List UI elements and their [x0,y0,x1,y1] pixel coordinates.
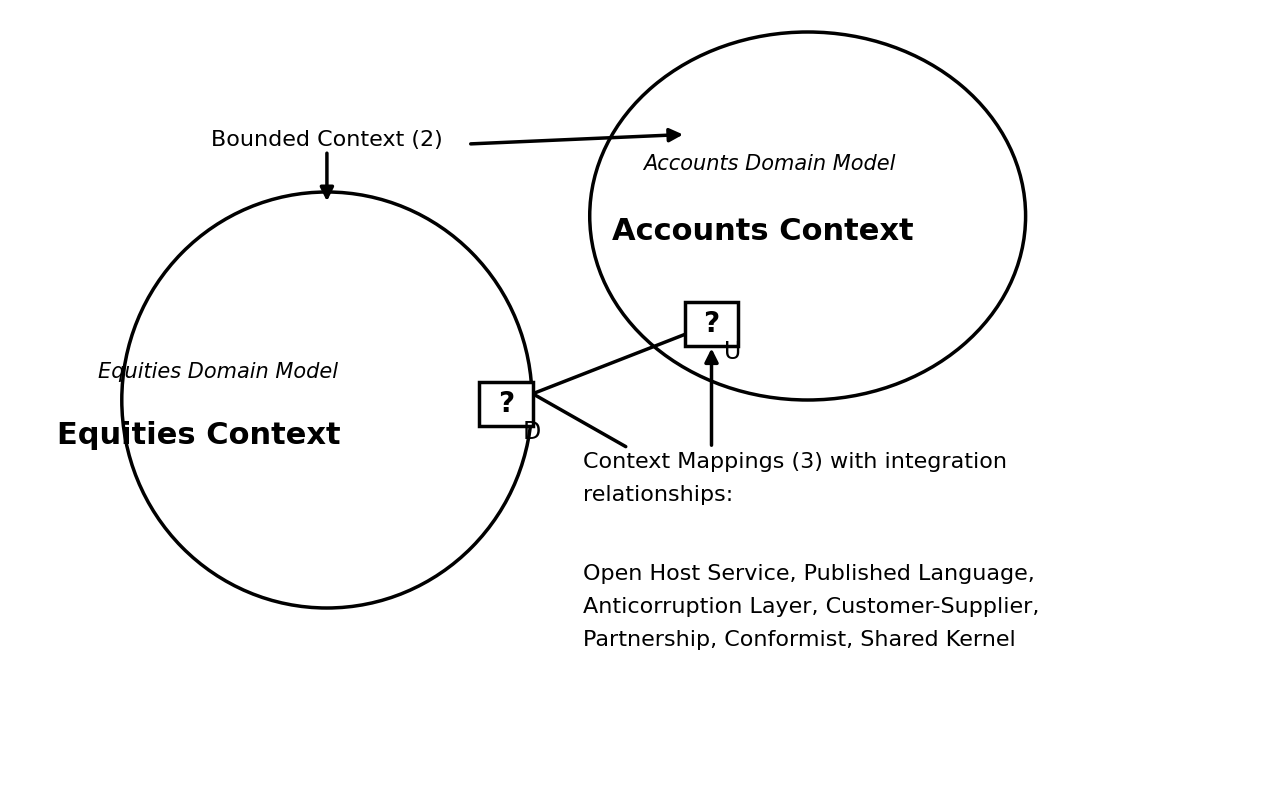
Text: U: U [724,340,741,364]
Text: Accounts Context: Accounts Context [612,218,914,246]
Text: D: D [523,420,541,444]
Text: Open Host Service, Published Language,
Anticorruption Layer, Customer-Supplier,
: Open Host Service, Published Language, A… [583,564,1040,650]
Text: Context Mappings (3) with integration
relationships:: Context Mappings (3) with integration re… [583,452,1008,505]
Text: Bounded Context (2): Bounded Context (2) [212,130,442,150]
FancyBboxPatch shape [479,382,533,426]
Text: Accounts Domain Model: Accounts Domain Model [644,154,895,174]
FancyBboxPatch shape [685,302,738,346]
Text: ?: ? [704,310,719,338]
Ellipse shape [122,192,532,608]
Text: Equities Domain Model: Equities Domain Model [97,362,338,382]
Text: Equities Context: Equities Context [56,422,341,450]
Ellipse shape [590,32,1026,400]
Text: ?: ? [499,390,514,418]
